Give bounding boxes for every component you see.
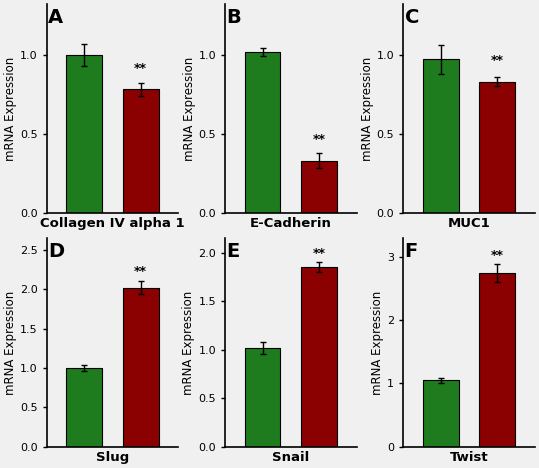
- Bar: [66, 368, 102, 446]
- Text: A: A: [48, 8, 63, 27]
- Bar: [123, 288, 158, 446]
- Bar: [423, 380, 459, 446]
- X-axis label: Twist: Twist: [450, 451, 488, 464]
- Bar: [123, 89, 158, 212]
- Bar: [479, 81, 515, 212]
- X-axis label: Snail: Snail: [272, 451, 309, 464]
- Text: **: **: [134, 265, 147, 278]
- Bar: [423, 59, 459, 212]
- Y-axis label: mRNA Expression: mRNA Expression: [4, 290, 17, 395]
- Text: **: **: [313, 247, 326, 259]
- X-axis label: Collagen IV alpha 1: Collagen IV alpha 1: [40, 217, 185, 230]
- X-axis label: E-Cadherin: E-Cadherin: [250, 217, 331, 230]
- Y-axis label: mRNA Expression: mRNA Expression: [361, 56, 374, 161]
- Y-axis label: mRNA Expression: mRNA Expression: [182, 290, 196, 395]
- Bar: [301, 267, 337, 446]
- Bar: [245, 51, 280, 212]
- Text: B: B: [226, 8, 241, 27]
- Text: **: **: [313, 133, 326, 146]
- Bar: [66, 55, 102, 212]
- X-axis label: MUC1: MUC1: [448, 217, 490, 230]
- Y-axis label: mRNA Expression: mRNA Expression: [183, 56, 196, 161]
- Y-axis label: mRNA Expression: mRNA Expression: [371, 290, 384, 395]
- Text: D: D: [48, 242, 64, 261]
- Bar: [301, 161, 337, 212]
- Text: **: **: [490, 54, 504, 67]
- Text: E: E: [226, 242, 239, 261]
- Text: **: **: [490, 249, 504, 262]
- Bar: [245, 348, 280, 446]
- Text: **: **: [134, 62, 147, 75]
- Text: F: F: [405, 242, 418, 261]
- Text: C: C: [405, 8, 419, 27]
- X-axis label: Slug: Slug: [96, 451, 129, 464]
- Bar: [479, 273, 515, 446]
- Y-axis label: mRNA Expression: mRNA Expression: [4, 56, 17, 161]
